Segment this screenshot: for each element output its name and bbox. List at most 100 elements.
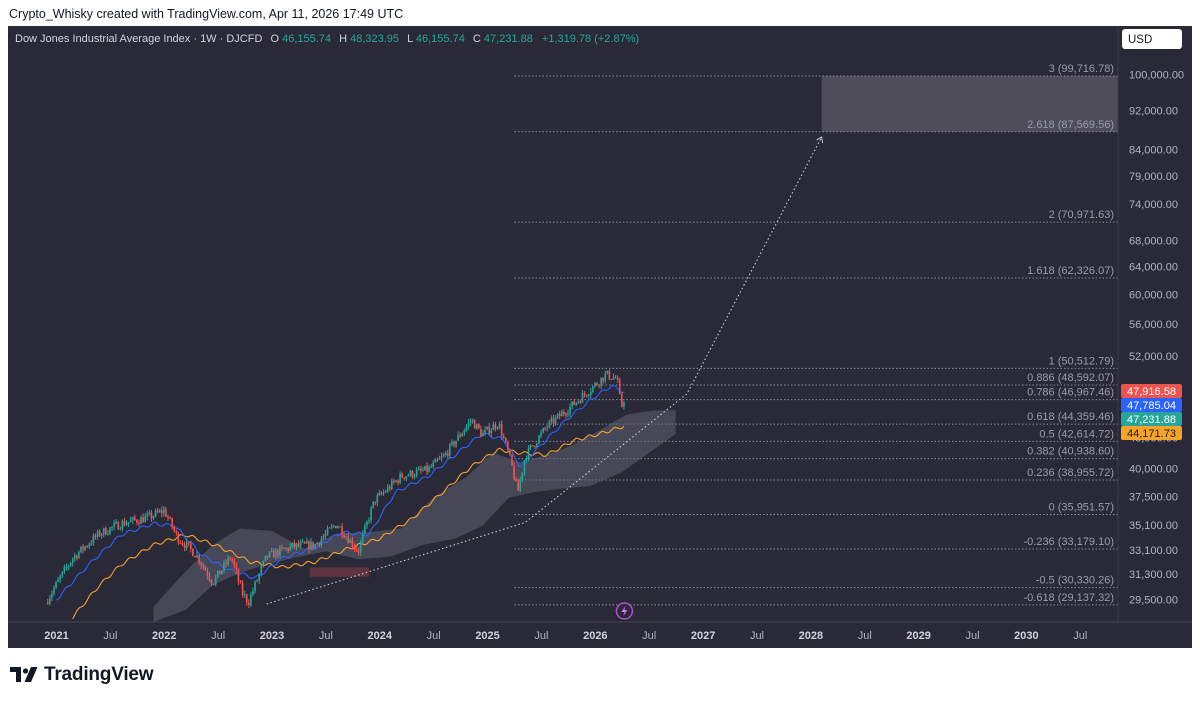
- ichimoku-cloud: [153, 410, 676, 622]
- candle: [274, 547, 277, 561]
- candle: [231, 557, 234, 564]
- candle: [165, 506, 167, 518]
- candle: [192, 548, 194, 557]
- time-axis-tick: 2024: [368, 630, 393, 642]
- candle: [158, 508, 161, 513]
- candle: [471, 418, 474, 424]
- fib-level-label: 0.886 (48,592.07): [1027, 372, 1114, 384]
- moving-averages: [56, 384, 625, 620]
- time-axis-tick: Jul: [211, 630, 225, 642]
- price-axis-tick: 74,000.00: [1129, 199, 1178, 211]
- candle: [270, 547, 273, 553]
- candle: [598, 384, 600, 389]
- candle: [88, 542, 91, 550]
- candle: [55, 580, 57, 590]
- price-axis-panel[interactable]: [1118, 26, 1192, 648]
- projection-path: [266, 136, 824, 605]
- price-axis-tick: 84,000.00: [1129, 145, 1178, 157]
- candle: [424, 465, 426, 471]
- candle: [511, 454, 513, 466]
- candle: [467, 419, 470, 430]
- tradingview-logo[interactable]: TradingView: [10, 664, 154, 686]
- candle: [160, 506, 163, 518]
- price-axis-tick: 33,100.00: [1129, 545, 1178, 557]
- candle: [283, 547, 285, 550]
- candles: [46, 369, 625, 609]
- candle: [546, 425, 549, 432]
- candle: [616, 375, 619, 384]
- price-chart[interactable]: 3 (99,716.78) 2.618 (87,569.56) 2 (70,971.…: [8, 26, 1192, 648]
- candle: [401, 472, 403, 478]
- candle: [519, 476, 522, 493]
- candle: [428, 464, 430, 473]
- candle: [388, 484, 391, 492]
- candle: [330, 523, 333, 530]
- candle: [113, 519, 115, 531]
- candle: [486, 426, 488, 431]
- price-tag-label: 44,171.73: [1127, 428, 1176, 440]
- candle: [277, 548, 279, 559]
- candle: [125, 520, 128, 526]
- candle: [107, 529, 109, 536]
- fib-level-label: 0.786 (46,967.46): [1027, 387, 1114, 399]
- legend-open-label: O: [270, 33, 279, 45]
- candle: [299, 539, 302, 549]
- candle: [102, 527, 105, 538]
- candle: [496, 426, 499, 431]
- candle: [196, 551, 198, 559]
- candle: [600, 377, 602, 390]
- price-axis-tick: 64,000.00: [1129, 262, 1178, 274]
- candle: [291, 542, 294, 549]
- candle: [473, 419, 476, 429]
- candle: [127, 522, 130, 528]
- candle: [328, 526, 331, 529]
- candle: [480, 425, 482, 438]
- candle: [204, 565, 207, 571]
- candle: [438, 455, 441, 460]
- candle: [563, 409, 565, 417]
- time-axis-tick: 2023: [260, 630, 284, 642]
- candle: [534, 445, 536, 449]
- candle: [384, 489, 387, 494]
- candle: [279, 545, 281, 559]
- candle: [46, 598, 49, 605]
- candle: [92, 533, 95, 546]
- candle: [140, 515, 142, 524]
- candle: [57, 576, 59, 583]
- candle: [368, 517, 370, 525]
- candle: [123, 517, 126, 527]
- candle: [362, 530, 364, 545]
- candle: [314, 543, 316, 550]
- time-axis-tick: 2027: [691, 630, 715, 642]
- candle: [156, 507, 159, 514]
- candle: [347, 532, 350, 544]
- candle: [399, 471, 401, 485]
- candle: [202, 562, 205, 570]
- chart-panel[interactable]: 3 (99,716.78) 2.618 (87,569.56) 2 (70,971.…: [8, 26, 1192, 648]
- tradingview-logo-icon: [10, 667, 38, 682]
- candle: [451, 439, 453, 447]
- legend-change: +1,319.78 (+2.87%): [542, 33, 639, 45]
- candle: [432, 459, 435, 470]
- alert-marker[interactable]: [615, 602, 634, 620]
- candle: [544, 426, 546, 431]
- candle: [256, 578, 258, 583]
- candle: [210, 579, 213, 587]
- candle: [301, 538, 304, 544]
- candle: [521, 472, 524, 483]
- candle: [51, 590, 53, 602]
- candle: [200, 561, 202, 570]
- candle: [148, 509, 151, 516]
- candle: [84, 545, 86, 552]
- candle: [594, 382, 596, 389]
- price-axis-tick: 52,000.00: [1129, 351, 1178, 363]
- fib-level-label: 0.236 (38,955.72): [1027, 467, 1114, 479]
- legend-low-label: L: [407, 33, 413, 45]
- currency-button[interactable]: [1122, 29, 1182, 49]
- candle: [353, 543, 356, 552]
- price-axis: USD 100,000.00 92,000.00 84,000.00 79,000.0…: [1117, 26, 1192, 648]
- candle: [73, 552, 76, 563]
- candle: [239, 579, 242, 584]
- candle: [221, 569, 223, 575]
- candle: [272, 548, 275, 558]
